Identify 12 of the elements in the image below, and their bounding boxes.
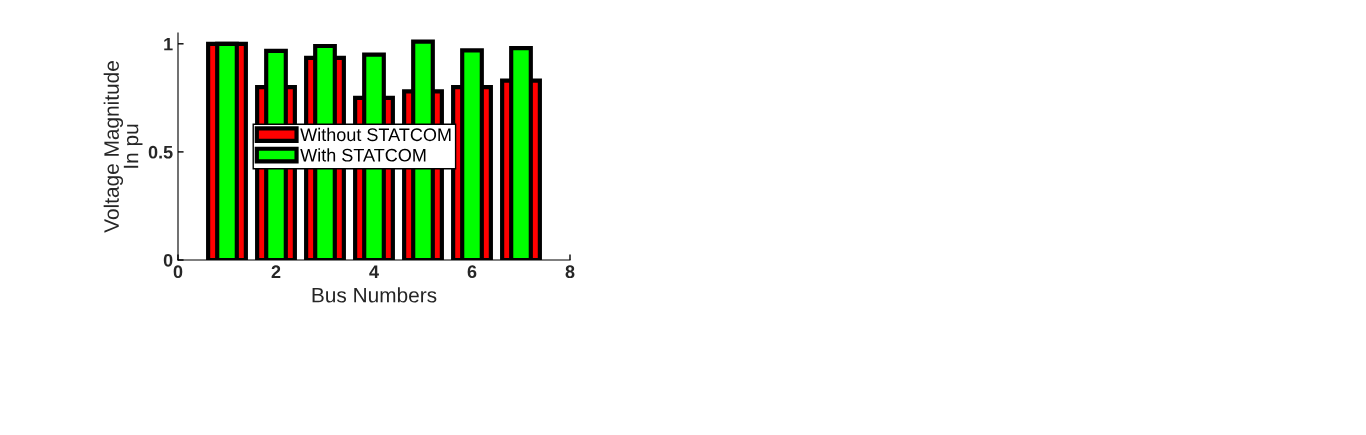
x-tick-label: 6 [467, 265, 477, 279]
y-axis-title: Voltage Magnitude In pu [103, 61, 143, 233]
legend-label: With STATCOM [300, 148, 426, 162]
legend-label: Without STATCOM [300, 127, 451, 142]
x-tick-label: 8 [565, 265, 575, 279]
y-tick-label: 0.5 [148, 145, 173, 159]
x-tick-label: 2 [271, 265, 281, 278]
x-tick-label: 4 [369, 265, 379, 278]
x-axis-title: Bus Numbers [312, 287, 437, 303]
x-tick-label: 0 [173, 265, 183, 279]
y-tick-label: 1 [164, 37, 173, 51]
y-tick-label: 0 [163, 253, 173, 267]
